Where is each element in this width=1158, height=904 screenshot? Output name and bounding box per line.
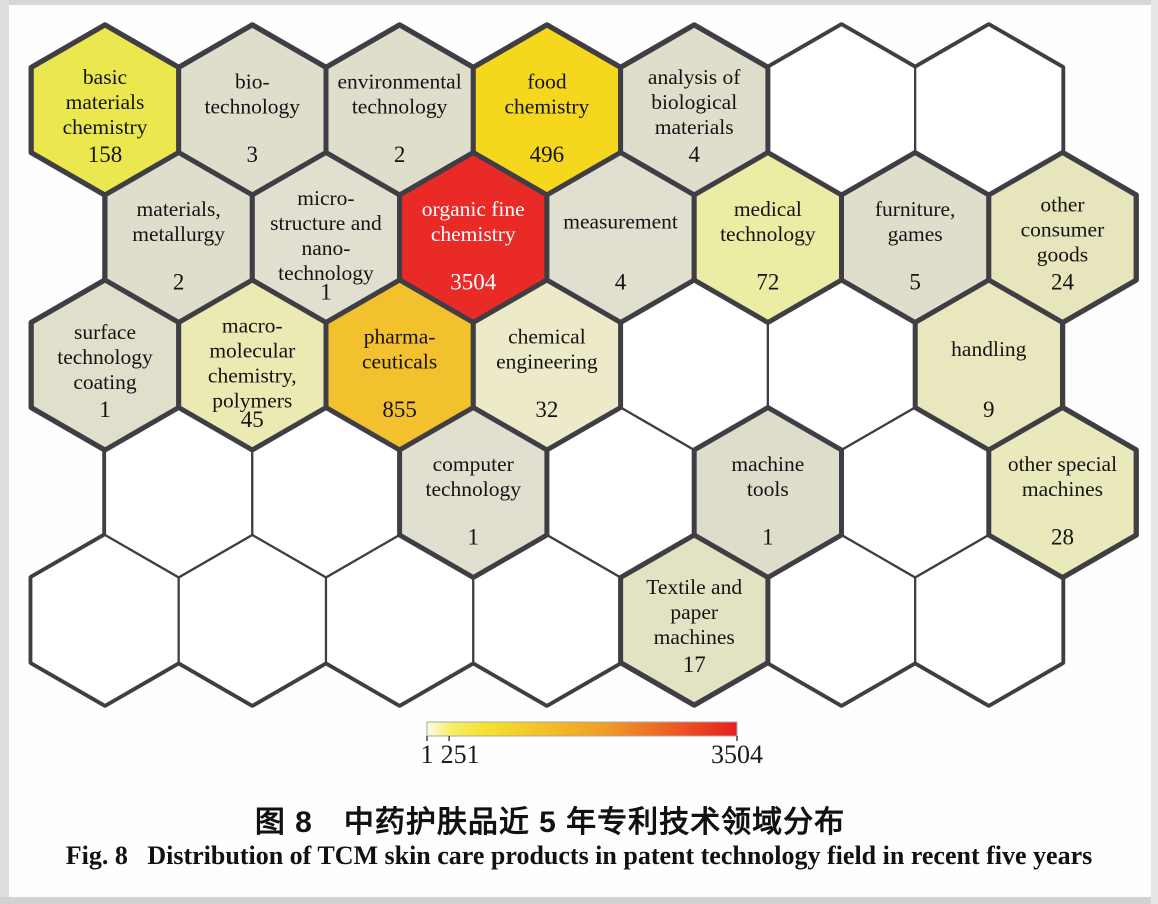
hex-label-food-chemistry: food: [527, 70, 567, 94]
scan-edge-top: [0, 0, 1158, 5]
hex-cell-computer-technology: [397, 405, 550, 580]
hex-value-medical-technology: 72: [756, 270, 779, 295]
legend-tick-label: 251: [441, 740, 480, 769]
hex-label-environmental-technology: environmental: [338, 70, 462, 94]
hex-label-other-consumer-goods: goods: [1037, 243, 1088, 267]
hex-label-pharma-ceuticals: ceuticals: [362, 350, 437, 374]
hex-label-organic-fine-chemistry: chemistry: [431, 222, 516, 246]
hex-label-computer-technology: computer: [433, 452, 514, 476]
legend-tick-label: 1: [421, 740, 434, 769]
hex-label-textile-and-paper-machines: machines: [654, 625, 735, 649]
hex-label-basic-materials-chemistry: basic: [83, 65, 127, 89]
hex-value-handling: 9: [983, 397, 995, 422]
hex-label-furniture-games: games: [888, 222, 943, 246]
hex-label-basic-materials-chemistry: chemistry: [63, 115, 148, 139]
hex-label-macro-molecular-chemistry-polymers: macro-: [222, 314, 283, 338]
hex-value-surface-technology-coating: 1: [99, 397, 111, 422]
hex-label-other-special-machines: other special: [1008, 452, 1117, 476]
hex-label-surface-technology-coating: surface: [74, 320, 136, 344]
legend-tick-label: 3504: [711, 740, 763, 769]
hex-value-pharma-ceuticals: 855: [382, 397, 417, 422]
hex-value-computer-technology: 1: [468, 525, 480, 550]
hex-value-food-chemistry: 496: [530, 142, 565, 167]
hex-label-micro-structure-and-nano-technology: structure and: [270, 211, 382, 235]
hex-label-bio-technology: technology: [205, 95, 301, 119]
hex-label-other-consumer-goods: other: [1040, 193, 1084, 217]
hex-label-machine-tools: tools: [747, 477, 789, 501]
hex-label-other-special-machines: machines: [1022, 477, 1103, 501]
hex-value-basic-materials-chemistry: 158: [88, 142, 123, 167]
hex-value-analysis-of-biological-materials: 4: [688, 142, 700, 167]
hex-value-textile-and-paper-machines: 17: [683, 652, 706, 677]
hex-label-materials-metallurgy: metallurgy: [132, 222, 225, 246]
hex-label-measurement: measurement: [563, 210, 678, 234]
caption-english: Fig. 8 Distribution of TCM skin care pro…: [65, 841, 1093, 870]
hex-value-furniture-games: 5: [909, 270, 921, 295]
hexagon-heatmap: basicmaterialschemistry158bio-technology…: [28, 22, 1139, 769]
hex-label-environmental-technology: technology: [352, 95, 448, 119]
hex-label-computer-technology: technology: [425, 477, 521, 501]
hex-label-materials-metallurgy: materials,: [137, 197, 221, 221]
legend-gradient-bar: [426, 721, 738, 737]
hex-value-measurement: 4: [615, 270, 627, 295]
hex-label-machine-tools: machine: [731, 452, 804, 476]
hex-label-analysis-of-biological-materials: analysis of: [648, 65, 741, 89]
hex-label-textile-and-paper-machines: Textile and: [646, 575, 742, 599]
hex-label-other-consumer-goods: consumer: [1021, 218, 1105, 242]
hex-label-macro-molecular-chemistry-polymers: molecular: [209, 339, 295, 363]
hex-value-materials-metallurgy: 2: [173, 270, 185, 295]
hex-value-organic-fine-chemistry: 3504: [450, 270, 497, 295]
hex-value-machine-tools: 1: [762, 525, 774, 550]
hex-label-textile-and-paper-machines: paper: [670, 600, 718, 624]
hex-value-micro-structure-and-nano-technology: 1: [320, 280, 332, 305]
hex-label-micro-structure-and-nano-technology: micro-: [297, 186, 354, 210]
hex-label-analysis-of-biological-materials: materials: [655, 115, 734, 139]
hex-label-chemical-engineering: chemical: [508, 325, 586, 349]
hex-value-bio-technology: 3: [247, 142, 259, 167]
hex-label-bio-technology: bio-: [235, 70, 270, 94]
scan-edge-right: [1151, 0, 1158, 904]
hex-label-food-chemistry: chemistry: [505, 95, 590, 119]
hex-label-surface-technology-coating: coating: [73, 370, 137, 394]
hex-value-other-consumer-goods: 24: [1051, 270, 1075, 295]
hex-label-organic-fine-chemistry: organic fine: [422, 197, 525, 221]
scan-edge-bottom: [0, 897, 1158, 904]
hex-value-other-special-machines: 28: [1051, 525, 1074, 550]
hex-label-medical-technology: medical: [734, 197, 802, 221]
hex-label-chemical-engineering: engineering: [496, 350, 598, 374]
hex-label-handling: handling: [951, 337, 1026, 361]
hex-label-macro-molecular-chemistry-polymers: polymers: [212, 389, 292, 413]
scan-edge-left: [0, 0, 9, 904]
hex-label-furniture-games: furniture,: [875, 197, 956, 221]
hex-cell-textile-and-paper-machines: [618, 532, 771, 708]
hex-label-analysis-of-biological-materials: biological: [651, 90, 737, 114]
hex-label-basic-materials-chemistry: materials: [66, 90, 145, 114]
hex-label-pharma-ceuticals: pharma-: [364, 325, 436, 349]
hex-label-micro-structure-and-nano-technology: technology: [278, 261, 374, 285]
hex-label-surface-technology-coating: technology: [57, 345, 153, 369]
hex-value-environmental-technology: 2: [394, 142, 406, 167]
hex-label-medical-technology: technology: [720, 222, 816, 246]
hex-cell-other-special-machines: [986, 405, 1139, 580]
hex-label-macro-molecular-chemistry-polymers: chemistry,: [208, 364, 297, 388]
hex-label-micro-structure-and-nano-technology: nano-: [301, 236, 350, 260]
hex-value-macro-molecular-chemistry-polymers: 45: [241, 407, 264, 432]
caption-chinese: 图 8 中药护肤品近 5 年专利技术领域分布: [254, 806, 846, 839]
hex-value-chemical-engineering: 32: [535, 397, 558, 422]
